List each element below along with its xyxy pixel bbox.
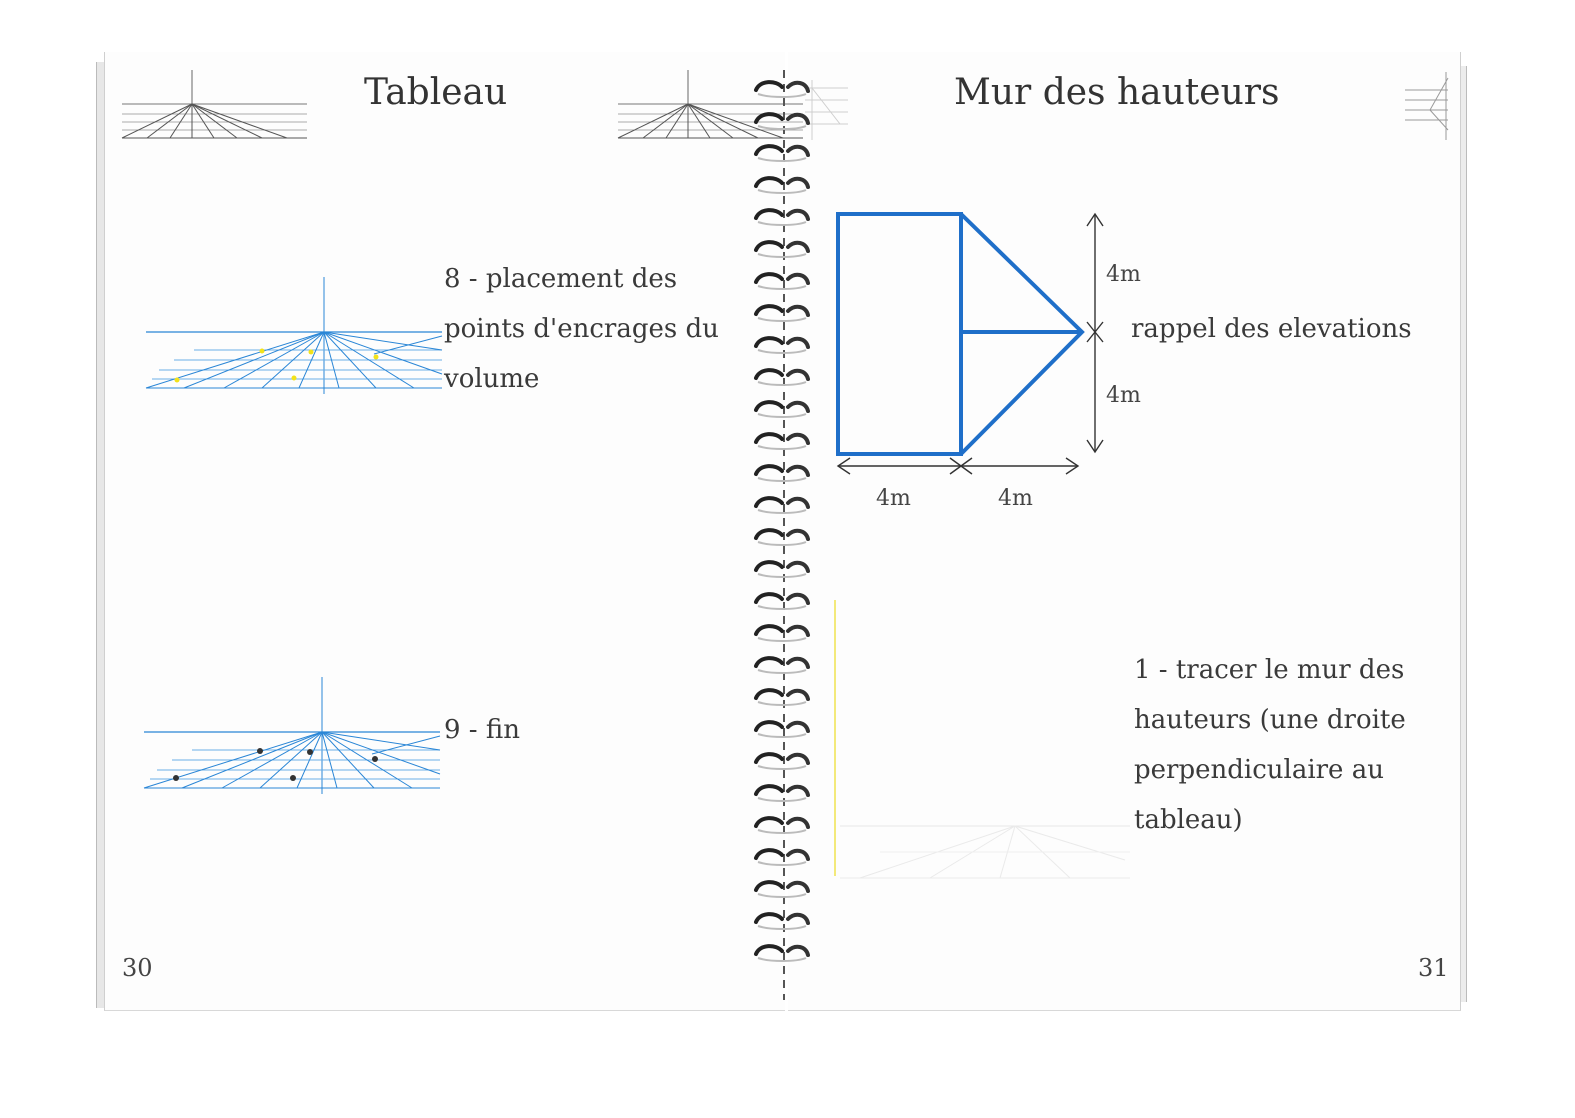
left-page-edge [96, 62, 105, 1008]
spiral-coil [754, 784, 810, 802]
anchor-point [372, 756, 378, 762]
step1-line: hauteurs (une droite [1134, 705, 1406, 735]
elevations-note: rappel des elevations [1131, 314, 1412, 344]
anchor-point [259, 348, 265, 354]
spiral-coil [754, 432, 810, 450]
step9-perspective-grid [143, 676, 441, 795]
step9-text: 9 - fin [444, 705, 520, 755]
step8-line: volume [444, 364, 540, 394]
left-page [104, 52, 785, 1011]
spiral-coil [754, 752, 810, 770]
spiral-coil [754, 656, 810, 674]
step1-line: tableau) [1134, 805, 1243, 835]
spiral-coil [754, 240, 810, 258]
anchor-point [373, 354, 379, 360]
spiral-coil [754, 304, 810, 322]
spiral-coil [754, 176, 810, 194]
step8-line: 8 - placement des [444, 264, 678, 294]
spiral-coil [754, 944, 810, 962]
anchor-point [173, 775, 179, 781]
spiral-coil [754, 112, 810, 130]
spiral-coil [754, 464, 810, 482]
spiral-coil [754, 144, 810, 162]
wall-square [836, 212, 963, 456]
header-perspective-icon-faded [805, 80, 848, 140]
label-height-top: 4m [1106, 262, 1141, 287]
anchor-point [291, 375, 297, 381]
faded-construction-guide [834, 600, 1130, 879]
step9-line: 9 - fin [444, 715, 520, 745]
step8-line: points d'encrages du [444, 314, 719, 344]
spiral-coil [754, 688, 810, 706]
dimension-arrows [836, 212, 1104, 475]
step1-text: 1 - tracer le mur des hauteurs (une droi… [1134, 645, 1406, 845]
step1-line: perpendiculaire au [1134, 755, 1384, 785]
label-width-left: 4m [876, 486, 911, 511]
spiral-binding [754, 70, 810, 1000]
anchor-point [290, 775, 296, 781]
anchor-point [257, 748, 263, 754]
spiral-coil [754, 592, 810, 610]
header-perspective-icon-left [121, 69, 308, 139]
spiral-coil [754, 80, 810, 98]
spiral-coil [754, 880, 810, 898]
spiral-coil [754, 912, 810, 930]
step8-text: 8 - placement des points d'encrages du v… [444, 254, 719, 404]
spiral-coil [754, 816, 810, 834]
spiral-coil [754, 336, 810, 354]
page-number-left: 30 [122, 954, 153, 982]
label-height-bottom: 4m [1106, 383, 1141, 408]
spiral-coil [754, 368, 810, 386]
spiral-coil [754, 560, 810, 578]
anchor-point [308, 349, 314, 355]
right-page-title: Mur des hauteurs [954, 72, 1280, 113]
spiral-coil [754, 528, 810, 546]
wall-of-heights-diagram [836, 212, 1104, 475]
header-perspective-icon-right [1405, 72, 1449, 140]
spiral-coil [754, 848, 810, 866]
anchor-point [307, 749, 313, 755]
spiral-coil [754, 272, 810, 290]
step8-perspective-grid [145, 276, 443, 395]
spiral-coil [754, 624, 810, 642]
left-page-title: Tableau [364, 72, 508, 113]
spiral-coil [754, 496, 810, 514]
spiral-coil [754, 208, 810, 226]
right-page [788, 52, 1461, 1011]
page-number-right: 31 [1418, 954, 1449, 982]
header-perspective-icon-middle [617, 69, 804, 139]
spiral-coil [754, 720, 810, 738]
right-page-edge [1460, 66, 1467, 1002]
label-width-right: 4m [998, 486, 1033, 511]
step1-line: 1 - tracer le mur des [1134, 655, 1405, 685]
spiral-coil [754, 400, 810, 418]
anchor-point [174, 377, 180, 383]
